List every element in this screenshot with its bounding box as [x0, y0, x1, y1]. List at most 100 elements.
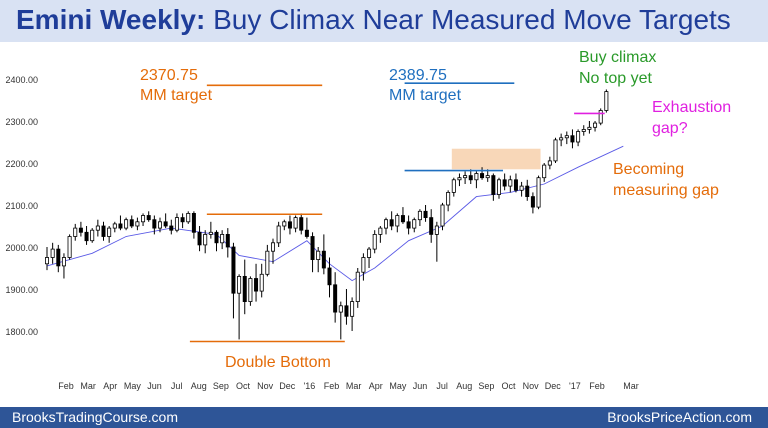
x-tick-label: Mar	[346, 381, 362, 391]
candle-bear	[310, 236, 315, 261]
x-tick-label: Jun	[413, 381, 428, 391]
candle-bull	[446, 191, 451, 206]
title-bold: Emini Weekly:	[16, 4, 206, 35]
candle-bull	[61, 257, 66, 267]
y-tick-label: 2400.00	[5, 75, 38, 85]
candle-bull	[457, 177, 462, 181]
candle-bull	[434, 225, 439, 235]
candle-bull	[547, 160, 552, 166]
candle-bear	[287, 221, 292, 229]
candle-bear	[152, 219, 157, 229]
x-tick-label: Nov	[257, 381, 274, 391]
candle-bull	[350, 301, 355, 317]
candle-bear	[530, 196, 535, 208]
candle-bear	[389, 219, 394, 227]
target2-value: 2389.75	[389, 67, 447, 84]
candle-bear	[78, 227, 83, 233]
y-tick-label: 1900.00	[5, 285, 38, 295]
y-tick-label: 2200.00	[5, 159, 38, 169]
x-tick-label: Feb	[58, 381, 74, 391]
x-tick-label: Feb	[324, 381, 340, 391]
candle-bull	[157, 221, 162, 229]
candle-bull	[417, 210, 422, 221]
candle-bull	[186, 212, 191, 223]
candle-bull	[107, 227, 112, 237]
candle-bull	[276, 225, 281, 244]
candle-bull	[542, 164, 547, 179]
x-tick-label: Dec	[279, 381, 296, 391]
candle-bear	[214, 231, 219, 244]
candle-bull	[519, 185, 524, 191]
candle-bull	[293, 217, 298, 229]
measuring-line2: measuring gap	[613, 182, 719, 199]
target1-label: MM target	[140, 87, 213, 104]
candle-bull	[553, 139, 558, 162]
candle-bear	[56, 248, 61, 267]
candle-bull	[220, 233, 225, 244]
x-tick-label: Aug	[456, 381, 472, 391]
candle-bull	[383, 219, 388, 229]
candle-bull	[440, 204, 445, 227]
candle-bull	[135, 221, 140, 227]
candle-bull	[237, 275, 242, 294]
candle-bear	[169, 225, 174, 231]
x-tick-label: Feb	[589, 381, 605, 391]
candle-bull	[508, 179, 513, 187]
x-tick-label: Oct	[236, 381, 251, 391]
candle-bull	[90, 229, 95, 242]
x-tick-label: '17	[569, 381, 581, 391]
candle-bull	[536, 177, 541, 208]
candle-bull	[474, 173, 479, 181]
candle-bear	[242, 275, 247, 302]
x-tick-label: May	[389, 381, 407, 391]
candle-bear	[180, 217, 185, 223]
candle-bull	[338, 305, 343, 313]
candle-bull	[203, 233, 208, 246]
footer-left-link[interactable]: BrooksTradingCourse.com	[12, 409, 178, 425]
x-tick-label: Mar	[623, 381, 639, 391]
exhaustion-line1: Exhaustion	[652, 99, 732, 116]
candle-bull	[485, 175, 490, 179]
double-bottom-label: Double Bottom	[225, 354, 331, 371]
candle-bull	[248, 278, 253, 303]
candle-bull	[559, 137, 564, 141]
footer-right-link[interactable]: BrooksPriceAction.com	[607, 409, 752, 425]
candle-bear	[406, 221, 411, 229]
candle-bear	[299, 217, 304, 231]
x-tick-label: Apr	[369, 381, 383, 391]
footer: BrooksTradingCourse.com BrooksPriceActio…	[0, 407, 768, 428]
x-tick-label: Mar	[80, 381, 96, 391]
candle-bear	[101, 225, 106, 237]
x-tick-label: '16	[304, 381, 316, 391]
buy-climax-line1: Buy climax	[579, 49, 657, 66]
target2-label: MM target	[389, 87, 462, 104]
y-tick-label: 1800.00	[5, 327, 38, 337]
candle-bear	[502, 179, 507, 187]
candle-bull	[355, 271, 360, 303]
exhaustion-line2: gap?	[652, 120, 688, 137]
y-tick-label: 2100.00	[5, 201, 38, 211]
candle-bear	[321, 250, 326, 269]
candle-bull	[593, 122, 598, 128]
x-tick-label: Jun	[147, 381, 162, 391]
candle-bull	[463, 175, 468, 179]
candle-bull	[604, 91, 609, 111]
target1-value: 2370.75	[140, 67, 198, 84]
candle-bull	[282, 221, 287, 227]
candle-bull	[395, 215, 400, 227]
candle-bull	[141, 215, 146, 223]
candle-bear	[129, 219, 134, 227]
candle-bull	[378, 227, 383, 235]
candle-bear	[513, 179, 518, 191]
candle-bear	[344, 305, 349, 317]
x-tick-label: Sep	[213, 381, 229, 391]
candle-bull	[174, 217, 179, 231]
candle-bear	[480, 173, 485, 179]
candle-bear	[429, 217, 434, 235]
candle-bear	[197, 231, 202, 246]
page-title: Emini Weekly: Buy Climax Near Measured M…	[16, 2, 731, 38]
candle-bull	[67, 236, 72, 258]
candle-bull	[564, 135, 569, 139]
candle-bear	[491, 175, 496, 195]
candle-bear	[163, 221, 168, 227]
